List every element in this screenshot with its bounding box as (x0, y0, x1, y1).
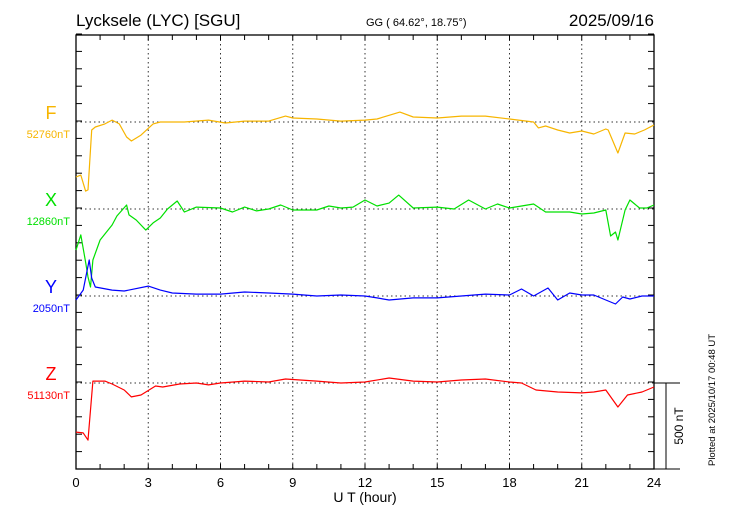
x-tick-label: 21 (575, 475, 589, 490)
x-tick-label: 9 (289, 475, 296, 490)
component-label-y: Y (45, 277, 57, 297)
series-line-f (75, 111, 655, 192)
chart-date: 2025/09/16 (569, 11, 654, 30)
baseline-value-z: 51130nT (27, 390, 70, 402)
baseline-value-f: 52760nT (27, 129, 71, 141)
x-tick-label: 0 (72, 475, 79, 490)
x-tick-label: 15 (430, 475, 444, 490)
component-label-f: F (46, 103, 57, 123)
baseline-value-y: 2050nT (33, 303, 71, 315)
baseline-value-x: 12860nT (27, 216, 71, 228)
station-coords: GG ( 64.62°, 18.75°) (366, 17, 467, 29)
series-line-x (75, 194, 655, 288)
x-tick-label: 6 (217, 475, 224, 490)
x-tick-label: 24 (647, 475, 661, 490)
plotted-note: Plotted at 2025/10/17 00:48 UT (707, 334, 718, 466)
component-label-x: X (45, 190, 57, 210)
chart-title: Lycksele (LYC) [SGU] (76, 11, 240, 30)
x-tick-label: 12 (358, 475, 372, 490)
scale-bar-label: 500 nT (672, 407, 686, 445)
scale-bar (654, 382, 680, 470)
series-line-z (75, 377, 655, 441)
x-tick-label: 18 (502, 475, 516, 490)
series-line-y (75, 259, 654, 305)
x-axis-title: U T (hour) (333, 489, 396, 505)
x-tick-label: 3 (145, 475, 152, 490)
component-label-z: Z (46, 364, 57, 384)
